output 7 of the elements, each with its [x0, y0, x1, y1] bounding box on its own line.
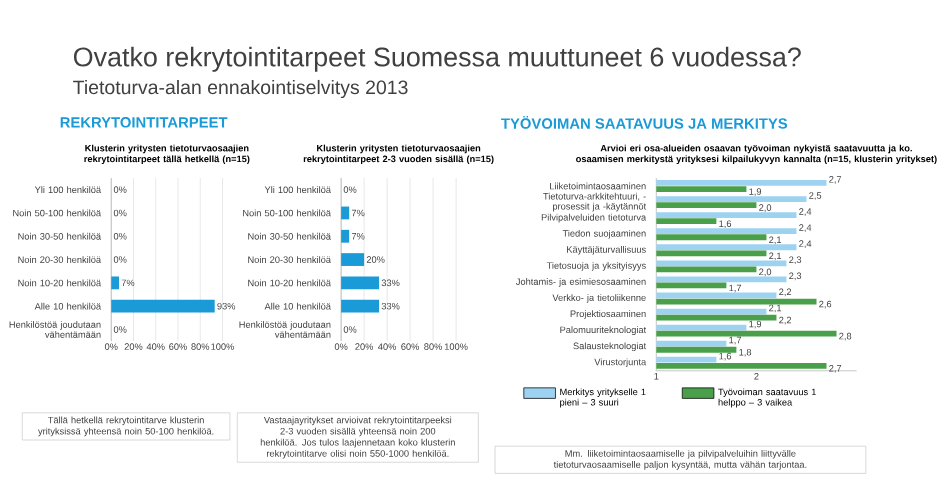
bar	[341, 300, 380, 313]
bar	[341, 230, 350, 244]
bar	[341, 253, 365, 267]
text: Ovatko rekrytointitarpeet Suomessa muuttuneet 6 vuodessa?	[73, 47, 801, 73]
bar	[341, 276, 380, 290]
text: Tietoturva-alan ennakointiselvitys 2013	[73, 80, 408, 99]
bar	[341, 206, 350, 220]
